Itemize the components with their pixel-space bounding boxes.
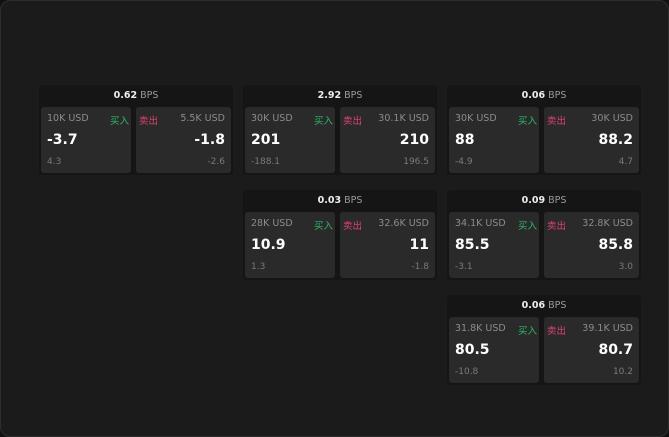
ask-size: 32.6K USD	[378, 218, 429, 229]
ask-price: 210	[399, 132, 429, 148]
spread-value: 0.06	[521, 300, 546, 311]
bid-price: 201	[251, 132, 281, 148]
spread-header: 2.92 BPS	[243, 85, 437, 106]
bid-change: -3.1	[455, 262, 473, 272]
buy-label: 买入	[517, 221, 537, 232]
sell-button[interactable]: 卖出 30K USD 88.2 4.7	[544, 107, 639, 173]
buy-button[interactable]: 30K USD 买入 88 -4.9	[449, 107, 539, 173]
buy-button[interactable]: 31.8K USD 买入 80.5 -10.8	[449, 317, 539, 383]
ask-price: 88.2	[598, 132, 633, 148]
bid-price: 80.5	[455, 342, 490, 358]
sell-label: 卖出	[343, 116, 363, 127]
spread-value: 0.03	[317, 195, 342, 206]
spread-header: 0.06 BPS	[447, 295, 641, 316]
spread-unit: BPS	[344, 90, 363, 101]
sell-label: 卖出	[547, 116, 567, 127]
buy-button[interactable]: 10K USD 买入 -3.7 4.3	[41, 107, 131, 173]
ask-change: 196.5	[403, 157, 429, 167]
sell-button[interactable]: 卖出 39.1K USD 80.7 10.2	[544, 317, 639, 383]
bid-size: 30K USD	[455, 113, 497, 124]
ask-change: -2.6	[207, 157, 225, 167]
spread-unit: BPS	[548, 300, 567, 311]
buy-label: 买入	[313, 221, 333, 232]
spread-value: 2.92	[317, 90, 342, 101]
spread-value: 0.06	[521, 90, 546, 101]
spread-unit: BPS	[548, 90, 567, 101]
spread-value: 0.62	[113, 90, 138, 101]
spread-unit: BPS	[548, 195, 567, 206]
spread-header: 0.03 BPS	[243, 190, 437, 211]
bid-change: -10.8	[455, 367, 479, 377]
quote-card: 0.62 BPS 10K USD 买入 -3.7 4.3 卖出 5.5K USD…	[39, 85, 233, 175]
bid-change: -4.9	[455, 157, 473, 167]
spread-unit: BPS	[140, 90, 159, 101]
quote-card: 0.06 BPS 30K USD 买入 88 -4.9 卖出 30K USD 8…	[447, 85, 641, 175]
sell-button[interactable]: 卖出 30.1K USD 210 196.5	[340, 107, 435, 173]
ask-size: 30.1K USD	[378, 113, 429, 124]
ask-change: 10.2	[612, 367, 633, 377]
spread-header: 0.06 BPS	[447, 85, 641, 106]
bid-change: 4.3	[47, 157, 62, 167]
buy-label: 买入	[517, 326, 537, 337]
bid-size: 34.1K USD	[455, 218, 506, 229]
bid-price: -3.7	[47, 132, 78, 148]
sell-button[interactable]: 卖出 5.5K USD -1.8 -2.6	[136, 107, 231, 173]
sell-label: 卖出	[139, 116, 159, 127]
ask-size: 30K USD	[591, 113, 633, 124]
buy-button[interactable]: 30K USD 买入 201 -188.1	[245, 107, 335, 173]
ask-change: -1.8	[411, 262, 429, 272]
quote-card: 2.92 BPS 30K USD 买入 201 -188.1 卖出 30.1K …	[243, 85, 437, 175]
sell-button[interactable]: 卖出 32.6K USD 11 -1.8	[340, 212, 435, 278]
buy-button[interactable]: 28K USD 买入 10.9 1.3	[245, 212, 335, 278]
ask-price: 11	[409, 237, 429, 253]
bid-price: 85.5	[455, 237, 490, 253]
ask-price: -1.8	[194, 132, 225, 148]
buy-label: 买入	[109, 116, 129, 127]
sell-label: 卖出	[343, 221, 363, 232]
quote-card: 0.03 BPS 28K USD 买入 10.9 1.3 卖出 32.6K US…	[243, 190, 437, 280]
ask-change: 4.7	[618, 157, 633, 167]
ask-change: 3.0	[618, 262, 633, 272]
bid-size: 10K USD	[47, 113, 89, 124]
sell-button[interactable]: 卖出 32.8K USD 85.8 3.0	[544, 212, 639, 278]
buy-label: 买入	[313, 116, 333, 127]
ask-size: 5.5K USD	[180, 113, 225, 124]
buy-label: 买入	[517, 116, 537, 127]
bid-change: -188.1	[251, 157, 281, 167]
bid-size: 30K USD	[251, 113, 293, 124]
bid-price: 10.9	[251, 237, 286, 253]
sell-label: 卖出	[547, 221, 567, 232]
sell-label: 卖出	[547, 326, 567, 337]
ask-price: 80.7	[598, 342, 633, 358]
spread-header: 0.09 BPS	[447, 190, 641, 211]
bid-size: 28K USD	[251, 218, 293, 229]
buy-button[interactable]: 34.1K USD 买入 85.5 -3.1	[449, 212, 539, 278]
bid-change: 1.3	[251, 262, 266, 272]
bid-price: 88	[455, 132, 475, 148]
ask-price: 85.8	[598, 237, 633, 253]
ask-size: 39.1K USD	[582, 323, 633, 334]
bid-size: 31.8K USD	[455, 323, 506, 334]
spread-value: 0.09	[521, 195, 546, 206]
spread-unit: BPS	[344, 195, 363, 206]
quote-card: 0.06 BPS 31.8K USD 买入 80.5 -10.8 卖出 39.1…	[447, 295, 641, 385]
spread-header: 0.62 BPS	[39, 85, 233, 106]
quote-card: 0.09 BPS 34.1K USD 买入 85.5 -3.1 卖出 32.8K…	[447, 190, 641, 280]
ask-size: 32.8K USD	[582, 218, 633, 229]
